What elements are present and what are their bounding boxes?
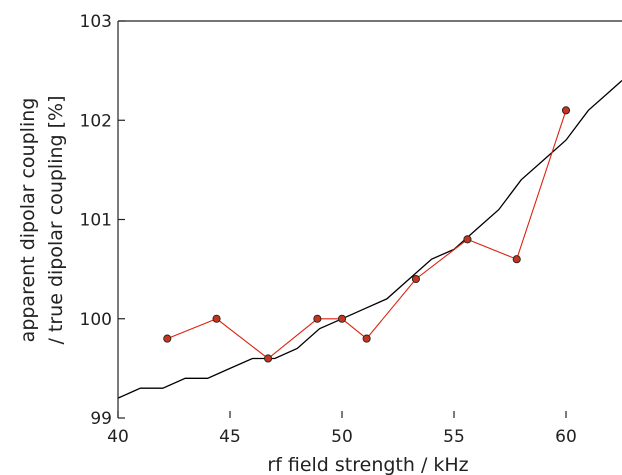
y-tick-label: 102 bbox=[80, 111, 112, 131]
y-tick-label: 101 bbox=[80, 211, 112, 231]
x-tick-label: 45 bbox=[219, 427, 241, 447]
experiment-point bbox=[337, 314, 347, 323]
experiment-point bbox=[512, 255, 521, 264]
experiment-point bbox=[411, 274, 420, 284]
axes: 99 100 101 102 103 40 45 50 55 60 bbox=[80, 12, 622, 447]
y-axis-title-line-2: / true dipolar coupling [%] bbox=[45, 95, 67, 344]
x-tick-label: 40 bbox=[107, 427, 129, 447]
y-tick-label: 99 bbox=[90, 409, 112, 429]
experiment-line bbox=[167, 110, 567, 360]
experiment-point bbox=[362, 334, 371, 343]
x-tick-label: 50 bbox=[331, 427, 353, 447]
experiment-point bbox=[264, 354, 273, 363]
simulation-line bbox=[117, 80, 622, 399]
plot-area bbox=[117, 80, 622, 399]
experiment-point bbox=[163, 334, 172, 343]
x-axis-title: rf field strength / kHz bbox=[267, 454, 468, 475]
y-tick-label: 103 bbox=[80, 12, 112, 32]
experiment-point bbox=[212, 314, 221, 323]
x-tick-label: 55 bbox=[443, 427, 465, 447]
experiment-point bbox=[313, 314, 322, 323]
x-tick-label: 60 bbox=[555, 427, 577, 447]
experiment-point bbox=[463, 235, 472, 244]
y-tick-label: 100 bbox=[80, 310, 112, 330]
experiment-point bbox=[561, 106, 571, 115]
y-axis-title-line-1: apparent dipolar coupling bbox=[17, 98, 39, 343]
